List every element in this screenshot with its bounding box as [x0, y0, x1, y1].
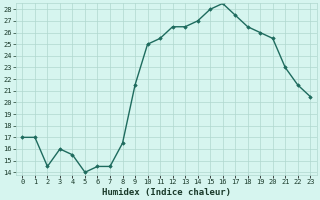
- X-axis label: Humidex (Indice chaleur): Humidex (Indice chaleur): [102, 188, 231, 197]
